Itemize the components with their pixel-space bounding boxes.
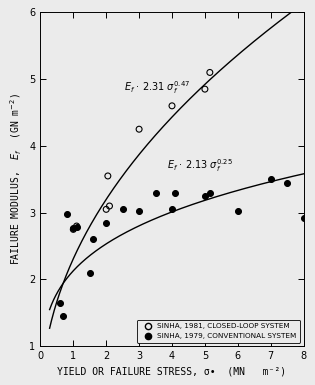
Point: [169, 103, 175, 109]
Point: [74, 224, 79, 231]
Legend: SINHA, 1981, CLOSED-LOOP SYSTEM, SINHA, 1979, CONVENTIONAL SYSTEM: SINHA, 1981, CLOSED-LOOP SYSTEM, SINHA, …: [137, 320, 300, 343]
Y-axis label: FAILURE MODULUS,  $E_f$  (GN m$^{-2}$): FAILURE MODULUS, $E_f$ (GN m$^{-2}$): [8, 93, 24, 265]
Point: [153, 189, 158, 196]
Point: [285, 179, 290, 186]
Point: [105, 173, 110, 179]
Point: [235, 208, 240, 214]
X-axis label: YIELD OR FAILURE STRESS, σ•  (MN   m⁻²): YIELD OR FAILURE STRESS, σ• (MN m⁻²): [57, 367, 287, 377]
Point: [71, 226, 76, 233]
Point: [58, 300, 63, 306]
Point: [71, 225, 76, 231]
Text: $E_f$ · 2.31 $\sigma_f^{0.47}$: $E_f$ · 2.31 $\sigma_f^{0.47}$: [124, 79, 191, 96]
Point: [301, 215, 306, 221]
Point: [74, 223, 79, 229]
Point: [104, 219, 109, 226]
Point: [107, 203, 112, 209]
Point: [207, 189, 212, 196]
Point: [202, 86, 207, 92]
Point: [207, 69, 212, 75]
Point: [120, 206, 125, 213]
Point: [268, 176, 273, 182]
Point: [202, 193, 207, 199]
Text: $E_f$ · 2.13 $\sigma_f^{0.25}$: $E_f$ · 2.13 $\sigma_f^{0.25}$: [167, 157, 233, 174]
Point: [61, 313, 66, 319]
Point: [64, 211, 69, 217]
Point: [90, 236, 95, 243]
Point: [173, 189, 178, 196]
Point: [169, 206, 175, 213]
Point: [87, 270, 92, 276]
Point: [104, 206, 109, 213]
Point: [137, 208, 142, 214]
Point: [137, 126, 142, 132]
